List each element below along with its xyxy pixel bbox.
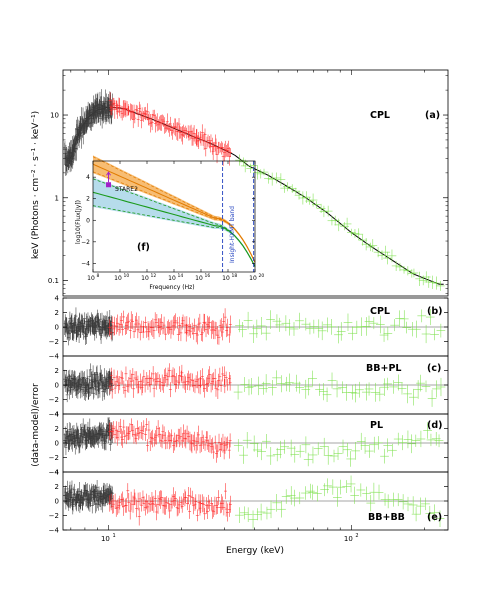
inset-stare2-arrowhead (106, 171, 111, 176)
residual-ytick-label: −4 (49, 469, 60, 477)
model-label-c: BB+PL (366, 363, 401, 374)
residual-inst2-panel-d (108, 418, 232, 463)
inset-xtick-exp: 20 (259, 273, 265, 279)
residual-inst2-panel-e (108, 483, 232, 526)
inset-xtick-label: 10 (87, 275, 95, 282)
inset-xtick-exp: 10 (124, 273, 130, 279)
inset-ytick-label: 0 (86, 217, 90, 224)
residual-ytick-label: −4 (49, 411, 60, 419)
inset-xtick-label: 10 (114, 275, 122, 282)
inset-stare2-marker (106, 182, 112, 188)
residual-inst2-panel-c (108, 363, 232, 400)
spectrum-inst2-points (108, 92, 233, 166)
spectrum-ytick-label: 10 (50, 112, 59, 120)
inset-xlabel: Frequency (Hz) (149, 284, 194, 291)
panel-tag-b: (b) (427, 306, 442, 317)
inset-ytick-label: −2 (81, 239, 90, 246)
residual-inst1-panel-d (63, 417, 114, 456)
inset-point-label: STARE2 (115, 186, 138, 193)
panel-tag-c: (c) (427, 363, 441, 374)
inset-ylabel: log10(Flux[Jy]) (75, 200, 82, 244)
residual-ytick-label: 4 (55, 295, 60, 303)
inset-xtick-exp: 18 (232, 273, 238, 279)
residual-ytick-label: 0 (55, 324, 59, 332)
xtick-label-exp: 2 (355, 533, 358, 539)
inset-xtick-label: 10 (222, 275, 230, 282)
inset-green-lower (92, 205, 256, 267)
main-ylabel: keV (Photons · cm⁻² · s⁻¹ · keV⁻¹) (31, 111, 41, 259)
residual-ytick-label: 0 (55, 382, 59, 390)
model-label-d: PL (370, 420, 383, 431)
inset-xtick-label: 10 (168, 275, 176, 282)
inset-ytick-label: −4 (81, 260, 90, 267)
inset-orange-upper (92, 156, 256, 263)
panel-tag-a: (a) (425, 110, 440, 121)
residual-inst2-panel-b (108, 308, 232, 345)
spectrum-inst1-points (63, 89, 114, 176)
panel-tag-d: (d) (427, 420, 442, 431)
inset-xtick-label: 10 (249, 275, 257, 282)
residual-ytick-label: −2 (49, 338, 59, 346)
inset-xtick-exp: 8 (97, 273, 100, 279)
inset-xtick-label: 10 (141, 275, 149, 282)
residual-inst1-panel-b (63, 307, 114, 346)
residual-ytick-label: 0 (55, 498, 59, 506)
spectrum-ytick-label: 1 (55, 194, 59, 202)
residual-ytick-label: 2 (55, 425, 59, 433)
inset-ytick-label: 2 (86, 196, 90, 203)
inset-xtick-label: 10 (195, 275, 203, 282)
inset-xtick-exp: 12 (151, 273, 157, 279)
residual-inst3-panel-c (233, 370, 446, 407)
residual-ytick-label: 2 (55, 483, 59, 491)
model-label-e: BB+BB (368, 512, 405, 523)
spectrum-ytick-label: 0.1 (48, 277, 59, 285)
x-axis-label: Energy (keV) (226, 546, 284, 556)
residual-ytick-label: 4 (55, 469, 60, 477)
inset-xtick-exp: 14 (178, 273, 184, 279)
residual-inst3-panel-e (234, 475, 445, 529)
residual-inst1-panel-c (63, 363, 114, 403)
residual-inst3-panel-d (233, 422, 444, 467)
inset-green-line (92, 191, 256, 267)
residual-ytick-label: −4 (49, 527, 60, 535)
inset-group: 420−2−410 8 10 10 10 12 10 14 10 16 10 18 10 20 (81, 155, 264, 282)
inset-orange-lower (92, 171, 256, 263)
residual-inst1-panel-e (63, 480, 114, 515)
spectrum-inst3-points (235, 154, 445, 291)
inset-band-label: Insight-HXMT band (229, 206, 236, 263)
inset-xtick-exp: 16 (205, 273, 211, 279)
residual-inst3-panel-b (235, 308, 446, 344)
inset-green-band (93, 177, 255, 268)
xtick-label-100: 10 (344, 535, 353, 543)
residual-ylabel: (data-model)/error (31, 383, 41, 467)
spectrum-frame (62, 69, 449, 297)
xtick-label-10: 10 (101, 535, 110, 543)
panel-tag-e: (e) (427, 512, 442, 523)
residual-ytick-label: −4 (49, 353, 60, 361)
model-label-cpl-a: CPL (370, 110, 390, 121)
inset-green-upper (92, 178, 256, 267)
model-label-b: CPL (370, 306, 390, 317)
residual-ytick-label: 0 (55, 440, 59, 448)
inset-panel-tag: (f) (137, 242, 150, 253)
inset-ytick-label: 4 (86, 174, 90, 181)
residual-ytick-label: −2 (49, 396, 59, 404)
xtick-label-exp: 1 (112, 533, 115, 539)
residual-ytick-label: 2 (55, 367, 59, 375)
residual-ytick-label: −2 (49, 454, 59, 462)
residual-ytick-label: 4 (55, 411, 60, 419)
residual-ytick-label: 2 (55, 309, 59, 317)
residual-ytick-label: −2 (49, 512, 59, 520)
